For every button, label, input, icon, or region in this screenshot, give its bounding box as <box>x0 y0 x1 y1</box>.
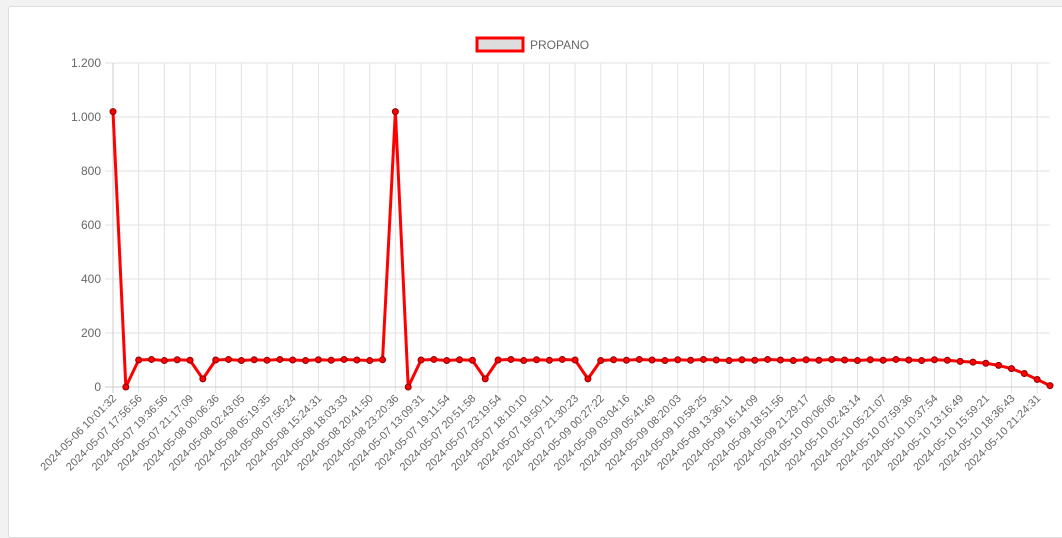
point <box>969 358 977 366</box>
point <box>225 355 233 363</box>
point <box>1033 375 1041 383</box>
point <box>276 355 284 363</box>
point <box>674 356 682 364</box>
point <box>545 356 553 364</box>
point <box>635 355 643 363</box>
point <box>802 356 810 364</box>
point <box>751 356 759 364</box>
point <box>263 356 271 364</box>
point <box>597 357 605 365</box>
point <box>186 356 194 364</box>
y-tick-label: 200 <box>81 326 101 340</box>
point <box>327 356 335 364</box>
point <box>443 357 451 365</box>
point <box>1046 382 1054 390</box>
point <box>379 356 387 364</box>
point <box>507 355 515 363</box>
point <box>879 356 887 364</box>
point <box>494 356 502 364</box>
point <box>404 383 412 391</box>
point <box>1020 370 1028 377</box>
y-tick-label: 1.200 <box>71 56 101 70</box>
y-tick-label: 400 <box>81 272 101 286</box>
legend-swatch <box>475 36 525 53</box>
point <box>853 357 861 365</box>
point <box>250 356 258 364</box>
point <box>584 375 592 383</box>
card <box>8 6 1062 538</box>
point <box>109 108 117 116</box>
point <box>456 356 464 364</box>
point <box>995 361 1003 369</box>
point <box>314 356 322 364</box>
point <box>391 108 399 116</box>
y-tick-label: 0 <box>94 380 101 394</box>
point <box>892 355 900 363</box>
point <box>520 357 528 365</box>
line <box>111 110 1051 389</box>
point <box>687 356 695 364</box>
point <box>866 356 874 364</box>
point <box>212 356 220 364</box>
point <box>610 356 618 364</box>
point <box>776 356 784 364</box>
point <box>571 356 579 364</box>
point <box>712 356 720 364</box>
point <box>828 355 836 363</box>
point <box>122 383 130 391</box>
point <box>905 356 913 364</box>
point <box>956 357 964 365</box>
point <box>918 357 926 365</box>
point <box>160 357 168 365</box>
point <box>237 357 245 365</box>
point <box>815 356 823 364</box>
point <box>468 356 476 364</box>
point <box>302 357 310 365</box>
point <box>430 355 438 363</box>
point <box>1007 365 1015 373</box>
point <box>725 357 733 365</box>
point <box>841 356 849 364</box>
y-tick-label: 600 <box>81 218 101 232</box>
point <box>366 357 374 365</box>
point <box>648 356 656 364</box>
point <box>135 356 143 364</box>
point <box>353 356 361 364</box>
point <box>943 356 951 364</box>
point <box>738 356 746 364</box>
legend-label: PROPANO <box>530 38 589 52</box>
y-tick-label: 800 <box>81 164 101 178</box>
point <box>764 355 772 363</box>
point <box>148 355 156 363</box>
point <box>340 355 348 363</box>
point <box>533 356 541 364</box>
y-tick-label: 1.000 <box>71 110 101 124</box>
point <box>982 359 990 367</box>
point <box>481 375 489 383</box>
point <box>699 355 707 363</box>
point <box>289 356 297 364</box>
point <box>558 355 566 363</box>
point <box>789 357 797 365</box>
point <box>930 356 938 364</box>
point <box>173 356 181 364</box>
point <box>661 357 669 365</box>
point <box>199 375 207 383</box>
point <box>622 356 630 364</box>
point <box>417 356 425 364</box>
